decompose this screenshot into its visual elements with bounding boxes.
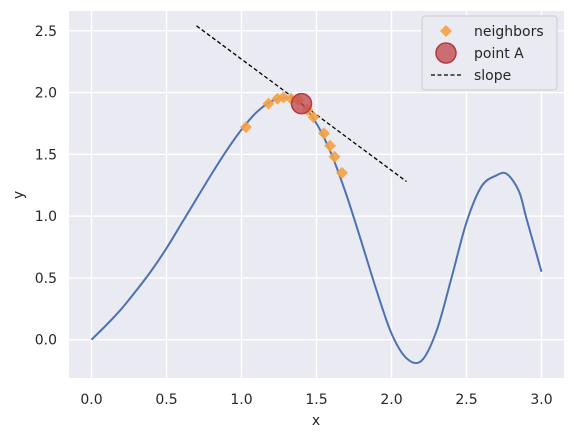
neighbor-point [262, 97, 275, 110]
legend-label-neighbors: neighbors [474, 24, 544, 40]
x-tick-label: 2.0 [380, 392, 402, 408]
x-tick-label: 0.0 [80, 392, 102, 408]
x-tick-label: 1.5 [305, 392, 327, 408]
legend-label-point-a: point A [474, 46, 524, 62]
legend: neighbors point A slope [421, 15, 558, 91]
y-tick-label: 2.5 [35, 24, 57, 40]
point-a-marker [290, 92, 313, 115]
x-tick-label: 1.0 [230, 392, 252, 408]
y-tick-label: 0.0 [35, 333, 57, 349]
series-layer [90, 25, 543, 365]
neighbor-point [307, 111, 320, 124]
legend-marker-point-a [435, 42, 457, 64]
y-tick-label: 1.5 [35, 147, 57, 163]
x-axis-label: x [312, 413, 320, 429]
legend-label-slope: slope [474, 68, 511, 84]
tick-layer: 0.0 0.5 1.0 1.5 2.0 2.5 3.0 0.0 0.5 1.0 1.5 2.0 2.5 [35, 24, 553, 408]
neighbor-point [328, 150, 341, 163]
x-tick-label: 2.5 [455, 392, 477, 408]
neighbor-point [324, 139, 336, 152]
legend-marker-neighbors [440, 25, 452, 37]
legend-markers [431, 25, 461, 76]
neighbor-point [336, 166, 348, 179]
x-tick-label: 0.5 [155, 392, 177, 408]
neighbor-point [240, 121, 252, 134]
y-tick-label: 1.0 [35, 209, 57, 225]
grid-layer [69, 11, 564, 378]
neighbor-point [318, 127, 330, 140]
legend-box [421, 15, 558, 91]
x-tick-label: 3.0 [530, 392, 552, 408]
y-tick-label: 2.0 [35, 86, 57, 102]
neighbor-point [277, 91, 290, 104]
y-tick-label: 0.5 [35, 271, 57, 287]
curve-line [90, 96, 543, 365]
y-axis-label: y [11, 191, 27, 199]
